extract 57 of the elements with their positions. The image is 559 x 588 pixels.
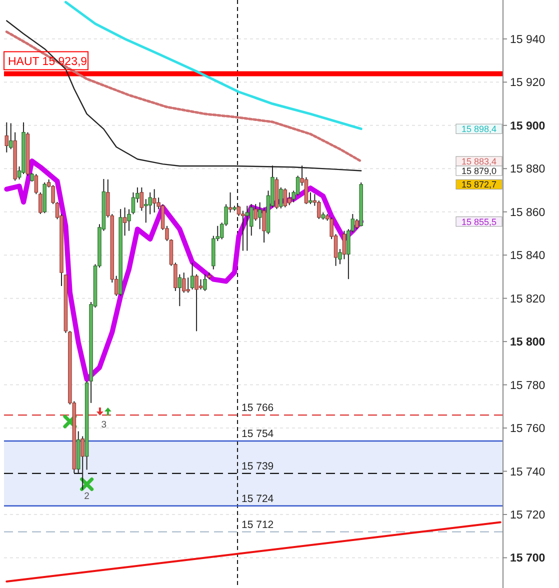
y-tick-label: 15 900: [510, 120, 546, 132]
candlestick: [182, 272, 186, 294]
y-tick-label: 15 800: [510, 336, 546, 349]
annotation: 2: [84, 491, 90, 502]
y-tick-label: 15 720: [510, 510, 546, 522]
candlestick: [317, 200, 321, 220]
candlestick: [304, 176, 308, 205]
candlestick: [287, 192, 292, 206]
candlestick: [254, 204, 258, 222]
candlestick: [4, 122, 9, 153]
candlestick: [241, 210, 245, 252]
candlestick: [178, 274, 182, 307]
candlestick: [34, 174, 38, 195]
y-tick-label: 15 760: [510, 423, 546, 436]
candlestick: [342, 230, 346, 260]
candlestick: [190, 262, 194, 290]
y-tick-label: 15 820: [510, 293, 546, 306]
candlestick: [198, 278, 203, 290]
y-tick-label: 15 700: [510, 552, 546, 565]
candlestick: [203, 274, 207, 292]
ref-line-label: 15 766: [242, 402, 274, 414]
candlestick: [283, 188, 288, 208]
ref-line-label: 15 754: [242, 428, 274, 440]
y-tick-label: 15 740: [510, 466, 546, 478]
y-tick-label: 15 840: [510, 250, 546, 262]
ref-line-label: 15 724: [242, 492, 274, 505]
candlestick: [236, 205, 241, 216]
ref-line-label: HAUT 15 923,9: [8, 56, 88, 68]
candlestick: [186, 277, 190, 294]
candlestick: [245, 205, 250, 252]
ref-line-label: 15 739: [242, 460, 274, 472]
annotation: 15 855,5: [461, 216, 497, 227]
annotation: 15 872,7: [461, 180, 497, 190]
candlestick: [296, 175, 300, 196]
candlestick: [152, 188, 156, 213]
candlestick: [250, 204, 254, 236]
candlestick: [127, 208, 131, 232]
candlestick: [308, 192, 312, 205]
candlestick: [8, 122, 13, 150]
y-tick-label: 15 920: [510, 77, 546, 90]
y-tick-label: 15 860: [510, 206, 546, 219]
y-tick-label: 15 780: [510, 380, 546, 392]
candlestick: [140, 186, 144, 212]
candlestick: [258, 202, 262, 230]
candlestick: [80, 436, 84, 490]
candlestick: [131, 192, 136, 215]
annotation: 15 898,4: [461, 124, 497, 134]
annotation: 15 883,4: [461, 156, 497, 167]
annotation: 15 879,0: [461, 166, 497, 176]
candlestick: [122, 207, 127, 236]
candlestick: [279, 186, 283, 209]
ref-line-label: 15 712: [242, 518, 274, 531]
annotation: 3: [101, 420, 107, 431]
y-tick-label: 15 940: [510, 34, 546, 46]
candlestick: [228, 192, 232, 213]
candlestick: [262, 206, 266, 244]
y-tick-label: 15 880: [510, 164, 546, 176]
